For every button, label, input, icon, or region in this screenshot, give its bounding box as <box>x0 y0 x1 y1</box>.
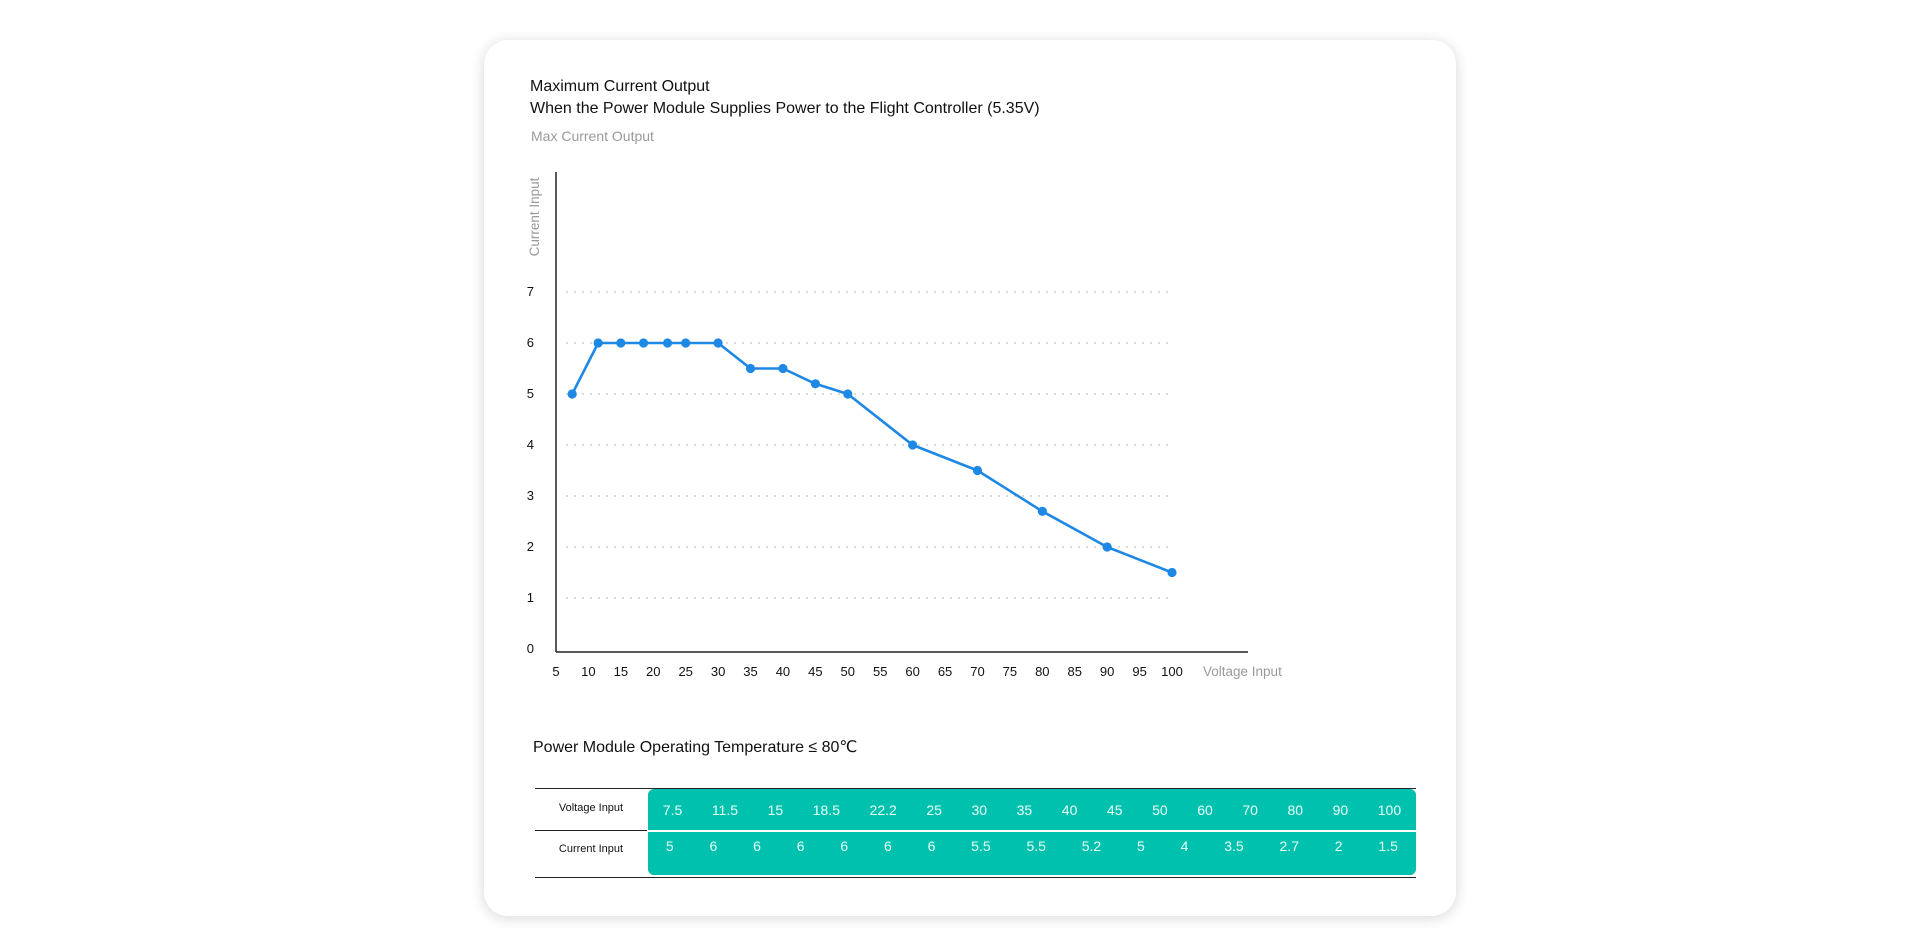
y-axis-label: Current Input <box>527 177 542 256</box>
x-tick-label: 10 <box>581 664 595 679</box>
table-cell: 3.5 <box>1224 838 1244 854</box>
table-cell: 6 <box>753 838 761 854</box>
data-point <box>778 363 788 374</box>
table-cell: 2 <box>1334 838 1343 854</box>
y-tick-label: 7 <box>527 284 534 299</box>
data-point <box>908 440 918 450</box>
x-tick-label: 80 <box>1035 664 1049 679</box>
x-axis-label: Voltage Input <box>1203 664 1282 679</box>
table-cell: 4 <box>1180 838 1189 854</box>
y-tick-label: 4 <box>527 437 534 452</box>
table-cell: 35 <box>1016 802 1033 818</box>
y-tick-label: 3 <box>527 488 534 503</box>
table-cell: 22.2 <box>869 802 897 818</box>
data-point <box>972 465 983 476</box>
table-cell: 40 <box>1061 802 1078 818</box>
x-tick-label: 90 <box>1100 664 1114 679</box>
y-tick-label: 1 <box>527 590 534 605</box>
table-cell: 6 <box>709 838 718 854</box>
table-cell: 1.5 <box>1378 838 1398 854</box>
table-cell: 45 <box>1106 802 1123 818</box>
table-cell: 6 <box>840 838 849 854</box>
table-cell: 70 <box>1242 802 1258 818</box>
data-point <box>662 338 673 348</box>
table-cell: 50 <box>1152 802 1168 818</box>
row-label-voltage: Voltage Input <box>558 802 624 814</box>
table-cell: 11.5 <box>711 802 739 818</box>
x-tick-label: 15 <box>614 664 628 679</box>
table-cell: 90 <box>1332 802 1349 818</box>
table-cell: 2.7 <box>1279 838 1299 854</box>
chart-subtitle-line: When the Power Module Supplies Power to … <box>530 100 1040 117</box>
table-cell: 15 <box>767 802 784 818</box>
voltage-row: 7.5 11.5 15 18.5 22.2 25 30 35 40 45 50 60 70 80 90 100 <box>648 802 1416 818</box>
temperature-note: Power Module Operating Temperature ≤ 80℃ <box>533 739 858 756</box>
data-point <box>1167 567 1177 578</box>
data-point <box>567 389 577 399</box>
table-cell: 80 <box>1287 802 1304 818</box>
table-cell: 25 <box>926 802 942 818</box>
table-cell: 7.5 <box>662 802 683 818</box>
x-tick-label: 85 <box>1068 664 1082 679</box>
x-tick-label: 55 <box>873 664 887 679</box>
table-cell: 18.5 <box>812 802 840 818</box>
data-point <box>681 338 691 348</box>
x-tick-label: 65 <box>938 664 952 679</box>
y-tick-label: 0 <box>527 641 534 656</box>
x-tick-label: 95 <box>1132 664 1146 679</box>
table-cell: 100 <box>1377 802 1402 818</box>
table-cell: 60 <box>1197 802 1213 818</box>
x-tick-label: 60 <box>905 664 919 679</box>
y-tick-label: 2 <box>527 539 534 554</box>
data-point <box>843 389 853 399</box>
data-point <box>593 338 603 348</box>
x-tick-label: 100 <box>1161 664 1183 679</box>
chart-series-caption: Max Current Output <box>531 128 654 144</box>
data-point <box>1037 506 1047 516</box>
data-point <box>810 379 820 389</box>
table-cell: 6 <box>883 838 892 854</box>
y-tick-label: 5 <box>527 386 534 401</box>
data-table: Voltage Input Current Input 7.5 11.5 15 18.… <box>535 788 1416 878</box>
table-cell: 6 <box>927 838 936 854</box>
y-tick-label: 6 <box>527 335 534 350</box>
table-cell: 5.5 <box>1026 838 1046 854</box>
table-cell: 30 <box>971 802 988 818</box>
data-point <box>638 338 649 348</box>
table-cell: 5.5 <box>971 838 991 854</box>
row-divider <box>535 830 647 831</box>
current-row: 5 6 6 6 6 6 6 5.5 5.5 5.2 5 4 3.5 2.7 2 1.5 <box>648 838 1416 854</box>
data-point <box>745 363 756 374</box>
x-tick-label: 25 <box>678 664 692 679</box>
chart-title: Maximum Current Output <box>530 78 710 95</box>
series-line <box>570 341 1174 574</box>
x-tick-label: 5 <box>552 664 559 679</box>
table-cell: 5 <box>1137 838 1145 854</box>
table-values-block: 7.5 11.5 15 18.5 22.2 25 30 35 40 45 50 60 70 80 90 100… <box>648 789 1416 875</box>
table-cell: 5 <box>665 838 674 854</box>
table-cell: 5.2 <box>1081 838 1102 854</box>
x-tick-label: 40 <box>776 664 790 679</box>
row-label-current: Current Input <box>558 843 624 855</box>
data-point <box>713 338 723 348</box>
chart-card: Maximum Current Output When the Power Mo… <box>484 40 1456 916</box>
x-tick-label: 75 <box>1003 664 1017 679</box>
x-tick-label: 35 <box>743 664 757 679</box>
x-tick-label: 30 <box>711 664 725 679</box>
x-tick-label: 70 <box>970 664 984 679</box>
data-point <box>1102 542 1112 552</box>
data-point <box>616 338 626 348</box>
values-divider <box>648 830 1416 832</box>
x-tick-label: 20 <box>646 664 660 679</box>
x-tick-label: 45 <box>808 664 822 679</box>
table-cell: 6 <box>796 838 805 854</box>
x-tick-label: 50 <box>841 664 855 679</box>
